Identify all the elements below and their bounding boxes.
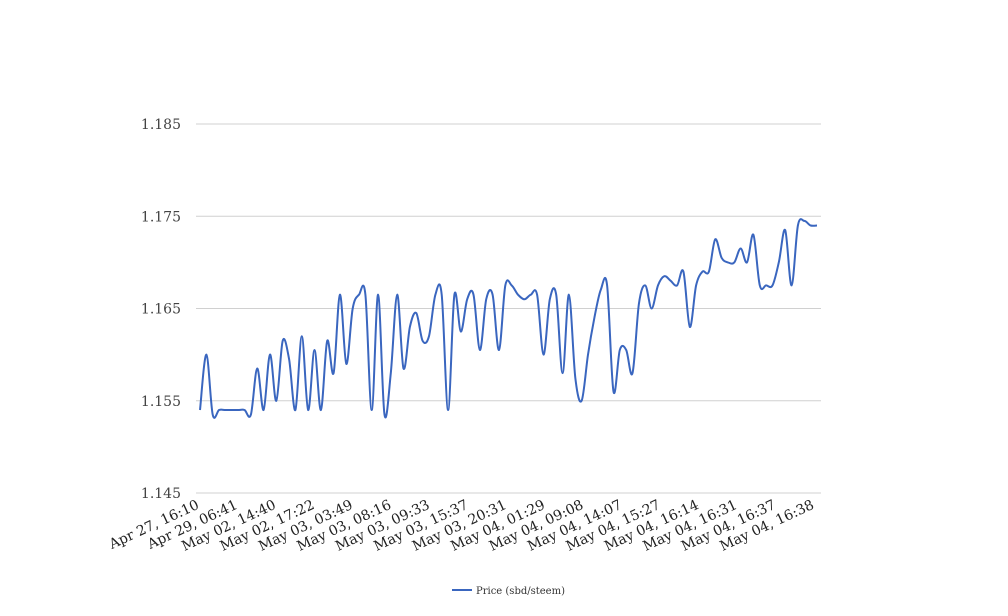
y-tick-label: 1.155 [141,394,181,410]
series-layer [199,218,818,419]
y-tick-label: 1.165 [141,302,181,318]
y-tick-label: 1.185 [141,117,181,133]
gridlines [196,123,821,494]
legend: Price (sbd/steem) [452,586,565,597]
y-axis: 1.185 1.175 1.165 1.155 1.145 [141,117,181,502]
legend-label-price: Price (sbd/steem) [476,586,565,597]
y-tick-label: 1.175 [141,209,181,225]
y-tick-label: 1.145 [141,486,181,502]
series-line-price [199,218,818,419]
